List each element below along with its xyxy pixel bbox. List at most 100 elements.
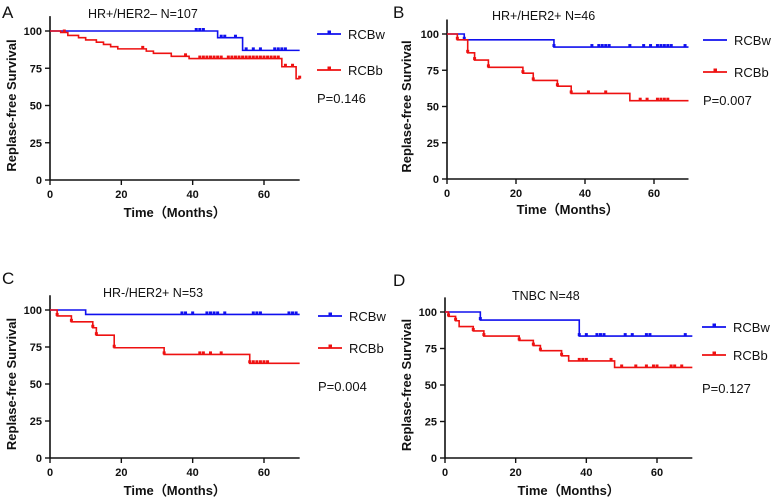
censor-mark: [198, 28, 202, 31]
x-tick-label: 20: [510, 188, 522, 200]
legend-marker: [327, 66, 331, 70]
censor-mark: [198, 351, 202, 355]
survival-curve: [445, 311, 693, 337]
censor-mark: [230, 55, 234, 59]
series-RCBb: [445, 311, 693, 369]
y-tick-label: 25: [427, 138, 439, 150]
x-axis-label: Time（Months）: [517, 202, 619, 217]
panel-title: HR+/HER2– N=107: [88, 7, 198, 21]
censor-mark: [251, 47, 255, 51]
censor-mark: [598, 333, 602, 337]
x-tick-label: 60: [258, 189, 270, 201]
censor-mark: [262, 360, 266, 364]
censor-mark: [112, 344, 116, 348]
survival-curve: [50, 309, 300, 316]
censor-mark: [141, 45, 145, 49]
series-RCBw: [50, 309, 300, 316]
censor-mark: [201, 55, 205, 59]
series-RCBw: [50, 28, 300, 52]
censor-mark: [473, 57, 477, 61]
censor-mark: [584, 357, 588, 361]
series-RCBb: [50, 29, 302, 80]
y-tick-label: 50: [30, 379, 42, 391]
censor-mark: [248, 55, 252, 59]
y-tick-label: 100: [24, 305, 42, 317]
y-axis-label: Replase-free Survival: [4, 318, 19, 450]
y-axis-label: Replase-free Survival: [399, 40, 414, 172]
panel-letter: B: [393, 3, 404, 22]
censor-mark: [649, 44, 653, 48]
censor-mark: [255, 55, 259, 59]
x-tick-label: 40: [579, 188, 591, 200]
censor-mark: [219, 34, 223, 38]
series-RCBb: [447, 33, 689, 102]
censor-mark: [648, 333, 652, 337]
censor-mark: [651, 364, 655, 368]
censor-mark: [555, 83, 559, 87]
p-value: P=0.146: [317, 91, 366, 106]
x-tick-label: 0: [47, 467, 53, 479]
survival-curve: [447, 33, 689, 102]
y-tick-label: 50: [425, 380, 437, 392]
censor-mark: [623, 333, 627, 337]
censor-mark: [659, 44, 663, 48]
censor-mark: [680, 364, 684, 368]
censor-mark: [205, 55, 209, 59]
x-tick-label: 0: [47, 189, 53, 201]
censor-mark: [595, 333, 599, 337]
censor-mark: [287, 311, 291, 315]
censor-mark: [216, 55, 220, 59]
y-tick-label: 100: [421, 29, 439, 41]
y-axis-label: Replase-free Survival: [4, 39, 19, 171]
censor-mark: [586, 90, 590, 94]
censor-mark: [62, 29, 66, 33]
censor-mark: [251, 311, 255, 315]
y-tick-label: 0: [433, 174, 439, 186]
panel-title: HR+/HER2+ N=46: [492, 9, 595, 23]
censor-mark: [255, 311, 259, 315]
y-axis-label: Replase-free Survival: [399, 319, 414, 451]
y-tick-label: 50: [30, 101, 42, 113]
survival-curve: [447, 33, 689, 48]
censor-mark: [655, 44, 659, 48]
censor-mark: [233, 55, 237, 59]
censor-mark: [251, 55, 255, 59]
censor-mark: [212, 55, 216, 59]
p-value: P=0.004: [318, 379, 367, 394]
censor-mark: [226, 55, 230, 59]
censor-mark: [655, 364, 659, 368]
censor-mark: [276, 55, 280, 59]
censor-mark: [258, 311, 262, 315]
legend-RCBw: RCBw: [318, 309, 386, 324]
y-tick-label: 75: [427, 65, 439, 77]
censor-mark: [194, 28, 198, 31]
censor-mark: [628, 44, 632, 48]
censor-mark: [273, 47, 277, 51]
censor-mark: [184, 53, 188, 57]
legend-RCBw: RCBw: [702, 320, 770, 335]
x-tick-label: 40: [187, 467, 199, 479]
censor-mark: [521, 70, 525, 74]
censor-mark: [634, 364, 638, 368]
censor-mark: [538, 347, 542, 351]
legend-label: RCBb: [733, 348, 768, 363]
legend-RCBw: RCBw: [703, 33, 771, 48]
x-tick-label: 20: [510, 467, 522, 479]
censor-mark: [642, 44, 646, 48]
panel-title: TNBC N=48: [512, 289, 580, 303]
censor-mark: [262, 55, 266, 59]
censor-mark: [577, 333, 581, 337]
censor-mark: [644, 364, 648, 368]
censor-mark: [291, 63, 295, 67]
censor-mark: [604, 90, 608, 94]
x-tick-label: 60: [651, 467, 663, 479]
censor-mark: [602, 333, 606, 337]
censor-mark: [205, 311, 209, 315]
censor-mark: [283, 47, 287, 51]
y-tick-label: 100: [419, 307, 437, 319]
y-tick-label: 0: [36, 453, 42, 465]
censor-mark: [531, 77, 535, 81]
survival-curve: [50, 30, 300, 80]
censor-mark: [638, 97, 642, 101]
